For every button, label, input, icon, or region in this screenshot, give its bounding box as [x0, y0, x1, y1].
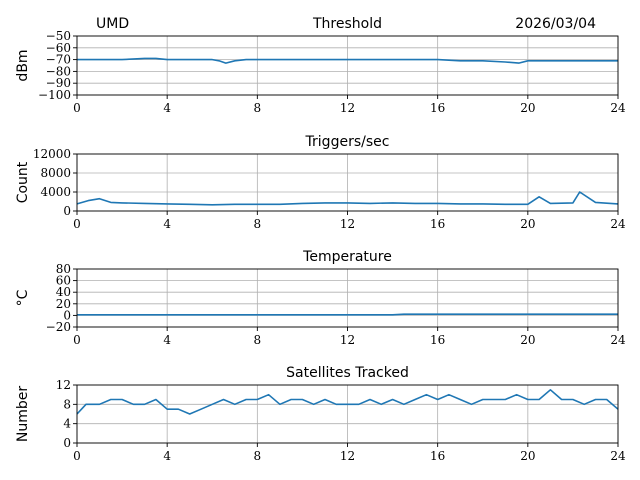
- x-tick-label: 0: [73, 333, 81, 347]
- x-tick-label: 24: [610, 217, 626, 231]
- chart-title: Threshold: [312, 16, 382, 32]
- x-tick-label: 0: [73, 101, 81, 115]
- x-tick-label: 16: [430, 449, 445, 463]
- x-tick-label: 4: [163, 217, 171, 231]
- y-tick-label: −80: [46, 64, 71, 78]
- y-tick-label: 60: [56, 274, 71, 288]
- x-tick-label: 4: [163, 333, 171, 347]
- y-tick-label: −100: [38, 88, 71, 102]
- x-tick-label: 12: [340, 101, 355, 115]
- x-tick-label: 20: [520, 101, 535, 115]
- x-tick-label: 24: [610, 333, 626, 347]
- y-tick-label: 8: [63, 397, 71, 411]
- x-tick-label: 12: [340, 449, 355, 463]
- x-tick-label: 20: [520, 217, 535, 231]
- x-tick-label: 20: [520, 449, 535, 463]
- y-tick-label: 4000: [40, 185, 71, 199]
- series-line: [77, 313, 618, 316]
- y-tick-label: −20: [46, 320, 71, 334]
- series-line: [77, 57, 618, 64]
- y-axis-label: dBm: [15, 49, 31, 81]
- y-axis-label: °C: [15, 289, 31, 306]
- x-tick-label: 4: [163, 101, 171, 115]
- chart-title: Satellites Tracked: [286, 365, 409, 381]
- y-tick-label: 20: [56, 297, 71, 311]
- date-label: 2026/03/04: [515, 16, 596, 32]
- chart-title: Triggers/sec: [305, 134, 390, 150]
- x-tick-label: 0: [73, 217, 81, 231]
- y-tick-label: 12: [56, 378, 71, 392]
- y-tick-label: −90: [46, 76, 71, 90]
- x-tick-label: 12: [340, 217, 355, 231]
- chart-panel-2: 0 4 8 12 16 20 24 0 4000 8000 12000 Triggers/sec Cou…: [15, 134, 626, 231]
- x-tick-label: 24: [610, 101, 626, 115]
- y-tick-label: −60: [46, 41, 71, 55]
- x-tick-label: 8: [254, 101, 262, 115]
- x-tick-label: 0: [73, 449, 81, 463]
- y-tick-label: −70: [46, 53, 71, 67]
- panels: 0 4 8 12 16 20 24 −100−90−80−70−60−50 Threshold d…: [15, 16, 626, 463]
- x-tick-label: 20: [520, 333, 535, 347]
- y-tick-label: 0: [63, 308, 71, 322]
- y-tick-label: 80: [56, 262, 71, 276]
- x-tick-label: 4: [163, 449, 171, 463]
- chart-title: Temperature: [302, 249, 392, 265]
- station-label: UMD: [96, 16, 129, 32]
- y-tick-label: 4: [63, 417, 71, 431]
- y-tick-label: 0: [63, 204, 71, 218]
- series-line: [76, 388, 619, 415]
- x-tick-label: 16: [430, 333, 445, 347]
- x-tick-label: 12: [340, 333, 355, 347]
- y-tick-label: −50: [46, 29, 71, 43]
- x-tick-label: 16: [430, 101, 445, 115]
- y-axis-label: Number: [15, 386, 31, 442]
- x-tick-label: 24: [610, 449, 626, 463]
- chart-panel-1: 0 4 8 12 16 20 24 −100−90−80−70−60−50 Threshold d…: [15, 16, 626, 115]
- y-tick-label: 8000: [40, 166, 71, 180]
- x-tick-label: 8: [254, 333, 262, 347]
- x-tick-label: 8: [254, 449, 262, 463]
- x-tick-label: 16: [430, 217, 445, 231]
- x-tick-label: 8: [254, 217, 262, 231]
- y-tick-label: 40: [56, 285, 71, 299]
- chart-panel-4: 0 4 8 12 16 20 24 0 4 8 12 Satellites Tracked Number: [15, 365, 626, 463]
- y-tick-label: 12000: [33, 147, 71, 161]
- y-axis-label: Count: [15, 161, 31, 203]
- y-tick-label: 0: [63, 436, 71, 450]
- series-line: [76, 191, 619, 206]
